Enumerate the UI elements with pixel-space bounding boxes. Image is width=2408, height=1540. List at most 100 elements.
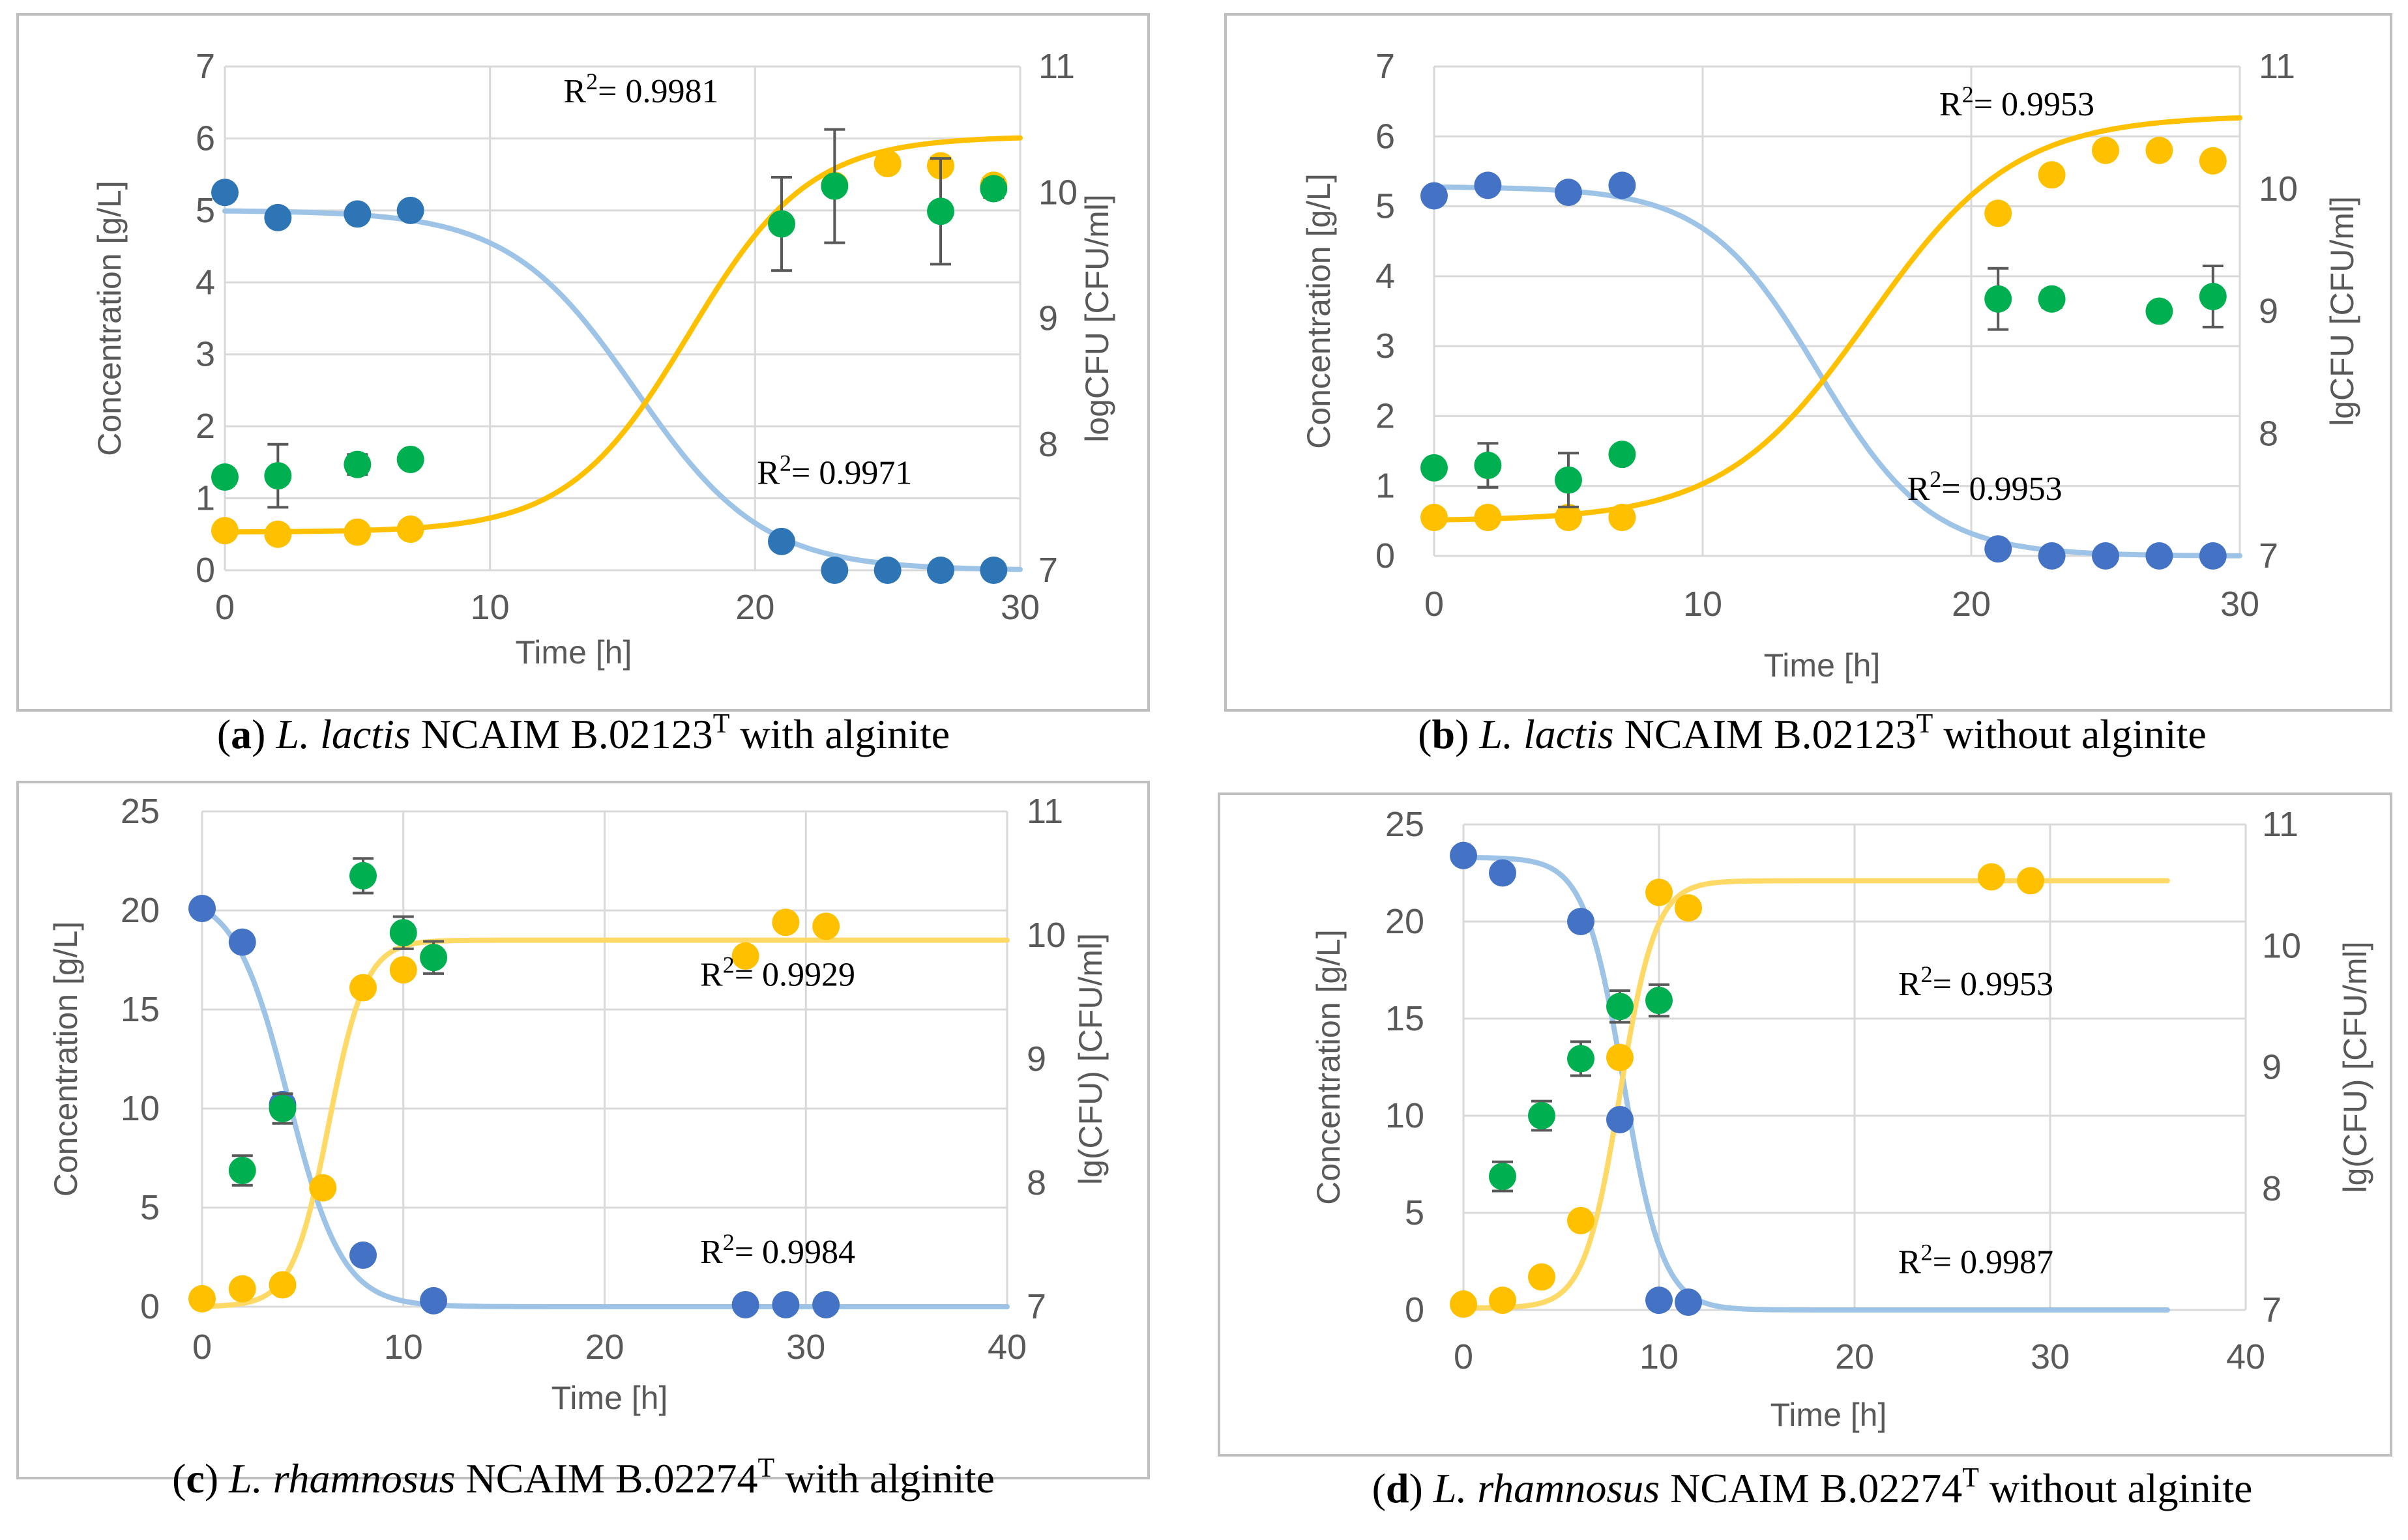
data-point-lgcfu — [228, 1157, 256, 1184]
x-tick-label: 30 — [1001, 588, 1040, 627]
y-tick-label: 1 — [196, 479, 215, 518]
y-tick-label: 25 — [1385, 805, 1424, 844]
y2-tick-label: 11 — [1027, 792, 1063, 831]
data-point-lgcfu — [1420, 454, 1448, 482]
data-point-lgcfu — [269, 1095, 297, 1122]
data-point-lgcfu — [1489, 1163, 1516, 1191]
data-point-substrate — [2145, 542, 2173, 570]
fit-curve-product-fit — [199, 937, 1010, 1309]
y-axis-title: Concentration [g/L] — [1310, 929, 1347, 1205]
data-point-lgcfu — [927, 197, 954, 225]
data-point-product — [2092, 136, 2119, 164]
data-point-lgcfu — [1474, 452, 1502, 480]
y-tick-label: 20 — [121, 891, 160, 930]
y2-tick-label: 11 — [1038, 47, 1075, 86]
panel-d: 0 5 10 15 20 25 7 8 9 10 11 0 10 20 30 40 Time [h] Concen… — [1218, 792, 2392, 1511]
gridlines — [201, 810, 1008, 1308]
x-tick-label: 0 — [1424, 585, 1444, 624]
y2-tick-label: 8 — [2262, 1169, 2282, 1208]
y2-tick-label: 7 — [1038, 551, 1058, 590]
data-point-substrate — [772, 1290, 800, 1318]
data-point-substrate — [1450, 841, 1477, 869]
data-point-product — [1474, 503, 1502, 531]
data-point-substrate — [768, 527, 795, 555]
data-point-product — [1555, 503, 1582, 531]
y-tick-label: 20 — [1385, 902, 1424, 941]
x-tick-label: 30 — [786, 1328, 825, 1367]
x-tick-label: 10 — [1683, 585, 1722, 624]
data-point-substrate — [344, 200, 372, 228]
y-tick-label: 6 — [1375, 117, 1395, 156]
y-tick-label: 25 — [121, 792, 160, 831]
data-point-substrate — [1675, 1288, 1702, 1316]
data-point-substrate — [927, 557, 954, 584]
r-squared-label: R2= 0.9929 — [700, 952, 855, 994]
y-tick-label: 10 — [1385, 1096, 1424, 1135]
y-tick-label: 0 — [1405, 1290, 1424, 1329]
data-point-lgcfu — [1645, 987, 1673, 1015]
data-point-product — [1528, 1263, 1555, 1291]
data-point-product — [188, 1285, 216, 1313]
data-point-lgcfu — [1606, 993, 1634, 1021]
y-axis-title: Concentration [g/L] — [91, 181, 128, 456]
y2-tick-label: 7 — [2259, 536, 2278, 575]
data-point-substrate — [349, 1241, 377, 1269]
y2-tick-label: 8 — [2259, 414, 2278, 453]
panel-c: 0 5 10 15 20 25 7 8 9 10 11 0 10 20 30 40 Time [h] Concen… — [16, 781, 1150, 1502]
data-point-lgcfu — [344, 450, 372, 478]
r-squared-label: R2= 0.9953 — [1939, 81, 2094, 123]
data-point-product — [1978, 863, 2005, 891]
x-axis-title: Time [h] — [1770, 1397, 1887, 1433]
y-tick-label: 0 — [1375, 536, 1395, 575]
x-tick-label: 40 — [988, 1328, 1027, 1367]
data-point-substrate — [1645, 1286, 1673, 1315]
data-point-product — [1489, 1286, 1516, 1315]
x-tick-label: 10 — [471, 588, 510, 627]
y-tick-label: 4 — [196, 263, 215, 302]
fit-curve-substrate-fit — [1461, 854, 2170, 1313]
series-product — [1450, 863, 2044, 1318]
data-point-substrate — [731, 1290, 759, 1318]
y2-axis-title: lgCFU [CFU/ml] — [2324, 196, 2360, 426]
x-axis-title: Time [h] — [516, 634, 632, 671]
data-point-product — [874, 150, 902, 178]
x-axis-title: Time [h] — [551, 1380, 668, 1416]
panel-caption: (b) L. lactis NCAIM B.02123T without alg… — [1418, 709, 2207, 757]
y2-tick-label: 9 — [1038, 299, 1058, 338]
data-point-substrate — [2199, 542, 2227, 570]
data-point-lgcfu — [2199, 282, 2227, 310]
y-tick-label: 10 — [121, 1089, 160, 1128]
data-point-substrate — [2038, 542, 2066, 570]
y-tick-label: 5 — [1405, 1193, 1424, 1232]
x-tick-label: 20 — [1952, 585, 1991, 624]
r-squared-label: R2= 0.9984 — [700, 1229, 855, 1271]
y-tick-label: 6 — [196, 119, 215, 158]
y-tick-label: 5 — [1375, 187, 1395, 226]
y-tick-label: 15 — [1385, 999, 1424, 1038]
data-point-product — [1984, 199, 2012, 227]
data-point-product — [228, 1275, 256, 1303]
x-tick-label: 40 — [2226, 1337, 2265, 1376]
r-squared-label: R2= 0.9987 — [1898, 1239, 2053, 1281]
data-point-product — [349, 974, 377, 1002]
data-point-substrate — [1567, 908, 1594, 935]
data-point-product — [1608, 503, 1636, 531]
y2-tick-label: 7 — [2262, 1290, 2282, 1329]
y2-tick-label: 11 — [2259, 47, 2295, 86]
data-point-substrate — [211, 179, 239, 207]
x-tick-label: 20 — [735, 588, 774, 627]
data-point-product — [772, 908, 800, 937]
y-tick-label: 5 — [140, 1188, 160, 1227]
data-point-lgcfu — [1555, 466, 1582, 494]
panel-caption: (d) L. rhamnosus NCAIM B.02274T without … — [1372, 1463, 2253, 1511]
data-point-substrate — [420, 1286, 448, 1315]
data-point-lgcfu — [389, 919, 417, 947]
y-axis-title: Concentration [g/L] — [48, 922, 84, 1197]
data-point-product — [2145, 136, 2173, 164]
x-tick-label: 30 — [2220, 585, 2259, 624]
data-point-product — [2017, 867, 2044, 895]
y2-axis-title: lg(CFU) [CFU/ml] — [2337, 941, 2373, 1193]
data-point-product — [1675, 894, 1702, 922]
x-tick-label: 0 — [192, 1328, 212, 1367]
